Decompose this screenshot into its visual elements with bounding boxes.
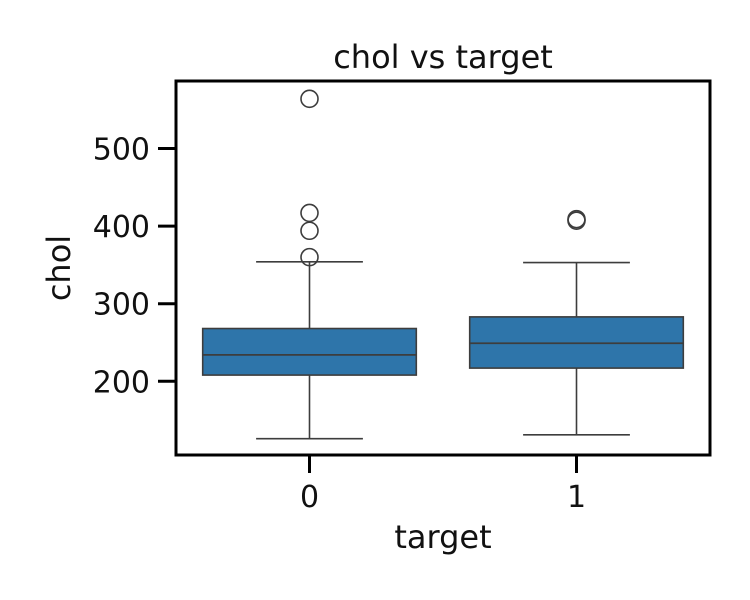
box-iqr: [201, 327, 418, 376]
outlier-point: [300, 247, 319, 267]
outlier-point: [567, 209, 586, 229]
y-tick-label: 500: [93, 133, 150, 168]
outlier-point: [300, 89, 319, 109]
x-tick-label: 0: [300, 480, 319, 515]
plot-frame: [174, 79, 712, 457]
y-tick-label: 400: [93, 210, 150, 245]
y-tick-label: 300: [93, 288, 150, 323]
x-axis-label: target: [394, 518, 491, 556]
plot-area: 200 300 400 500 0 1: [93, 89, 685, 515]
y-tick-label: 200: [93, 365, 150, 400]
y-axis-label: chol: [40, 235, 78, 301]
x-tick-label: 1: [567, 480, 586, 515]
outlier-point: [300, 221, 319, 241]
outlier-point: [300, 203, 319, 223]
outlier-point: [567, 211, 586, 230]
chart-title: chol vs target: [333, 38, 553, 76]
